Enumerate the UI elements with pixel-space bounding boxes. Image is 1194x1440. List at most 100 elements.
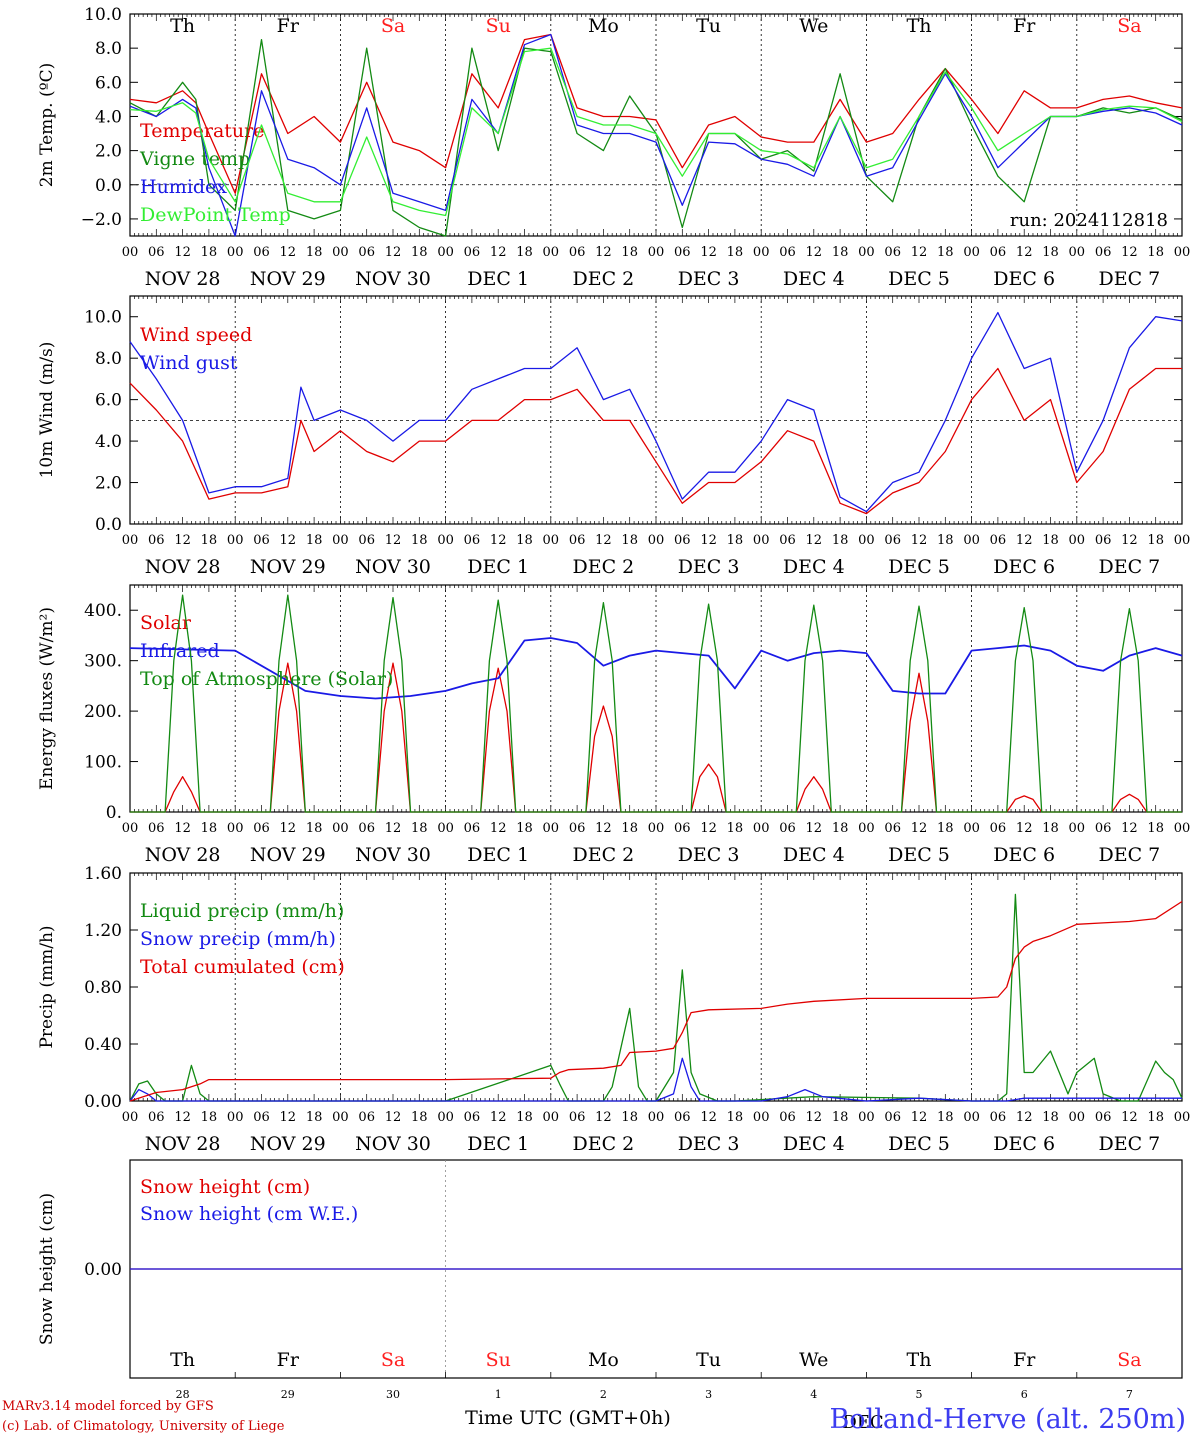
y-tick-label: 100. bbox=[84, 753, 122, 773]
hour-label: 18 bbox=[937, 821, 954, 836]
series-line bbox=[129, 637, 1183, 700]
day-label: DEC 6 bbox=[993, 556, 1055, 578]
hour-label: 00 bbox=[227, 533, 244, 548]
y-tick-label: 2.0 bbox=[95, 142, 122, 162]
hour-label: 18 bbox=[727, 1110, 744, 1125]
legend-entry: Vigne temp bbox=[139, 148, 250, 170]
hour-label: 06 bbox=[148, 245, 165, 260]
y-tick-label: 200. bbox=[84, 702, 122, 722]
hour-label: 18 bbox=[832, 1110, 849, 1125]
day-label: DEC 2 bbox=[573, 1133, 635, 1155]
legend-entry: Snow height (cm) bbox=[140, 1176, 310, 1198]
hour-label: 06 bbox=[1095, 1110, 1112, 1125]
y-tick-label: 10.0 bbox=[84, 308, 122, 328]
hour-label: 18 bbox=[621, 245, 638, 260]
panel-1: −2.0 0.0 2.0 4.0 6.0 8.0 10.0 2m Temp. (ºC) Temp… bbox=[37, 5, 1190, 290]
lab-credit: (c) Lab. of Climatology, University of L… bbox=[2, 1419, 285, 1434]
hour-label: 12 bbox=[174, 821, 191, 836]
day-label: NOV 29 bbox=[250, 556, 326, 578]
hour-label: 06 bbox=[674, 821, 691, 836]
hour-label: 00 bbox=[858, 1110, 875, 1125]
hour-label: 12 bbox=[280, 533, 297, 548]
hour-label: 06 bbox=[569, 533, 586, 548]
hour-label: 18 bbox=[306, 1110, 323, 1125]
day-label: DEC 4 bbox=[783, 556, 845, 578]
hour-label: 18 bbox=[832, 533, 849, 548]
legend-entry: Total cumulated (cm) bbox=[140, 956, 345, 978]
hour-label: 06 bbox=[884, 533, 901, 548]
hour-label: 18 bbox=[832, 821, 849, 836]
day-label: DEC 7 bbox=[1099, 268, 1161, 290]
hour-label: 00 bbox=[227, 1110, 244, 1125]
hour-label: 06 bbox=[253, 1110, 270, 1125]
hour-label: 00 bbox=[1174, 533, 1191, 548]
hour-label: 06 bbox=[990, 245, 1007, 260]
series-line bbox=[129, 893, 1183, 1102]
hour-label: 06 bbox=[1095, 821, 1112, 836]
hour-label: 00 bbox=[858, 533, 875, 548]
weekday-label: We bbox=[799, 1349, 828, 1371]
hour-label: 00 bbox=[332, 245, 349, 260]
hour-label: 12 bbox=[1016, 821, 1033, 836]
hour-label: 18 bbox=[201, 533, 218, 548]
day-label: NOV 30 bbox=[355, 556, 431, 578]
hour-label: 06 bbox=[779, 1110, 796, 1125]
day-label: DEC 3 bbox=[678, 268, 740, 290]
run-label: run: 2024112818 bbox=[1010, 210, 1168, 231]
y-tick-label: 8.0 bbox=[95, 39, 122, 59]
y-tick-label: 0.40 bbox=[84, 1035, 122, 1055]
hour-label: 00 bbox=[227, 821, 244, 836]
hour-label: 18 bbox=[832, 245, 849, 260]
y-tick-label: 1.60 bbox=[84, 864, 122, 884]
hour-label: 18 bbox=[1042, 533, 1059, 548]
panel-5: 0.00 Snow height (cm) Snow height (cm) Snow… bbox=[37, 1159, 1183, 1401]
y-tick-label: 0. bbox=[106, 803, 122, 823]
hour-label: 18 bbox=[201, 821, 218, 836]
day-label: DEC 7 bbox=[1099, 844, 1161, 866]
hour-label: 12 bbox=[1016, 1110, 1033, 1125]
hour-label: 00 bbox=[858, 245, 875, 260]
hour-label: 12 bbox=[280, 1110, 297, 1125]
hour-label: 00 bbox=[1069, 245, 1086, 260]
y-tick-label: 8.0 bbox=[95, 349, 122, 369]
hour-label: 06 bbox=[148, 533, 165, 548]
day-number-label: 5 bbox=[916, 1388, 923, 1401]
y-tick-label: 4.0 bbox=[95, 107, 122, 127]
day-number-label: 28 bbox=[176, 1388, 190, 1401]
legend-entry: Infrared bbox=[140, 640, 220, 662]
day-label: DEC 2 bbox=[573, 268, 635, 290]
hour-label: 00 bbox=[1174, 1110, 1191, 1125]
hour-label: 06 bbox=[779, 245, 796, 260]
hour-label: 00 bbox=[437, 1110, 454, 1125]
station-label: Bolland-Herve (alt. 250m) bbox=[830, 1404, 1186, 1435]
hour-label: 06 bbox=[253, 533, 270, 548]
hour-label: 06 bbox=[569, 821, 586, 836]
day-label: NOV 28 bbox=[145, 1133, 221, 1155]
hour-label: 00 bbox=[648, 533, 665, 548]
hour-label: 06 bbox=[464, 1110, 481, 1125]
hour-label: 12 bbox=[385, 1110, 402, 1125]
hour-label: 06 bbox=[148, 1110, 165, 1125]
hour-label: 12 bbox=[490, 821, 507, 836]
day-label: DEC 2 bbox=[573, 556, 635, 578]
day-number-label: 29 bbox=[281, 1388, 295, 1401]
weekday-label: Th bbox=[170, 15, 195, 37]
hour-label: 06 bbox=[990, 533, 1007, 548]
weekday-label: Mo bbox=[588, 15, 619, 37]
hour-label: 00 bbox=[1174, 821, 1191, 836]
day-number-label: 3 bbox=[705, 1388, 712, 1401]
hour-label: 12 bbox=[174, 533, 191, 548]
y-tick-label: 0.00 bbox=[84, 1260, 122, 1280]
y-axis-label: 10m Wind (m/s) bbox=[37, 342, 57, 479]
y-tick-label: 0.80 bbox=[84, 978, 122, 998]
hour-label: 18 bbox=[306, 245, 323, 260]
series-line bbox=[129, 47, 1183, 217]
day-label: DEC 7 bbox=[1099, 556, 1161, 578]
hour-label: 12 bbox=[700, 1110, 717, 1125]
day-label: NOV 29 bbox=[250, 1133, 326, 1155]
panel-4: 0.00 0.40 0.80 1.20 1.60 Precip (mm/h) Liquid … bbox=[37, 864, 1190, 1155]
hour-label: 00 bbox=[753, 1110, 770, 1125]
hour-label: 18 bbox=[1147, 1110, 1164, 1125]
hour-label: 06 bbox=[464, 245, 481, 260]
